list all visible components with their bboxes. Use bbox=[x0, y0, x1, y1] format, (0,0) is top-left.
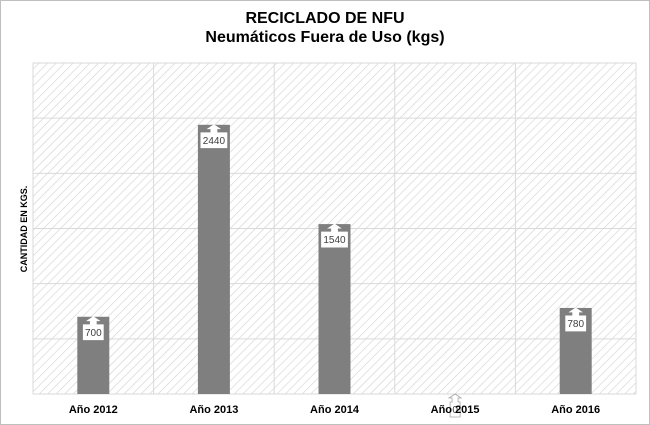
bar bbox=[197, 124, 230, 394]
data-label: 2440 bbox=[203, 136, 226, 147]
chart-subtitle: Neumáticos Fuera de Uso (kgs) bbox=[205, 29, 445, 46]
data-label-box bbox=[200, 124, 228, 149]
x-tick-label: Año 2012 bbox=[69, 404, 118, 416]
x-tick-label: Año 2014 bbox=[310, 404, 360, 416]
x-tick-label: Año 2016 bbox=[551, 404, 600, 416]
data-label: 700 bbox=[85, 328, 102, 339]
data-label-box bbox=[321, 223, 348, 248]
chart-title: RECICLADO DE NFU bbox=[245, 10, 405, 27]
data-label: 780 bbox=[567, 319, 584, 330]
bar bbox=[318, 224, 351, 394]
data-label-box bbox=[565, 307, 587, 332]
data-label: 1540 bbox=[323, 235, 346, 246]
x-tick-label: Año 2015 bbox=[431, 404, 480, 416]
data-label-box bbox=[447, 393, 463, 418]
data-label: 0 bbox=[452, 405, 458, 416]
x-tick-label: Año 2013 bbox=[189, 404, 238, 416]
data-label-box bbox=[82, 316, 104, 341]
